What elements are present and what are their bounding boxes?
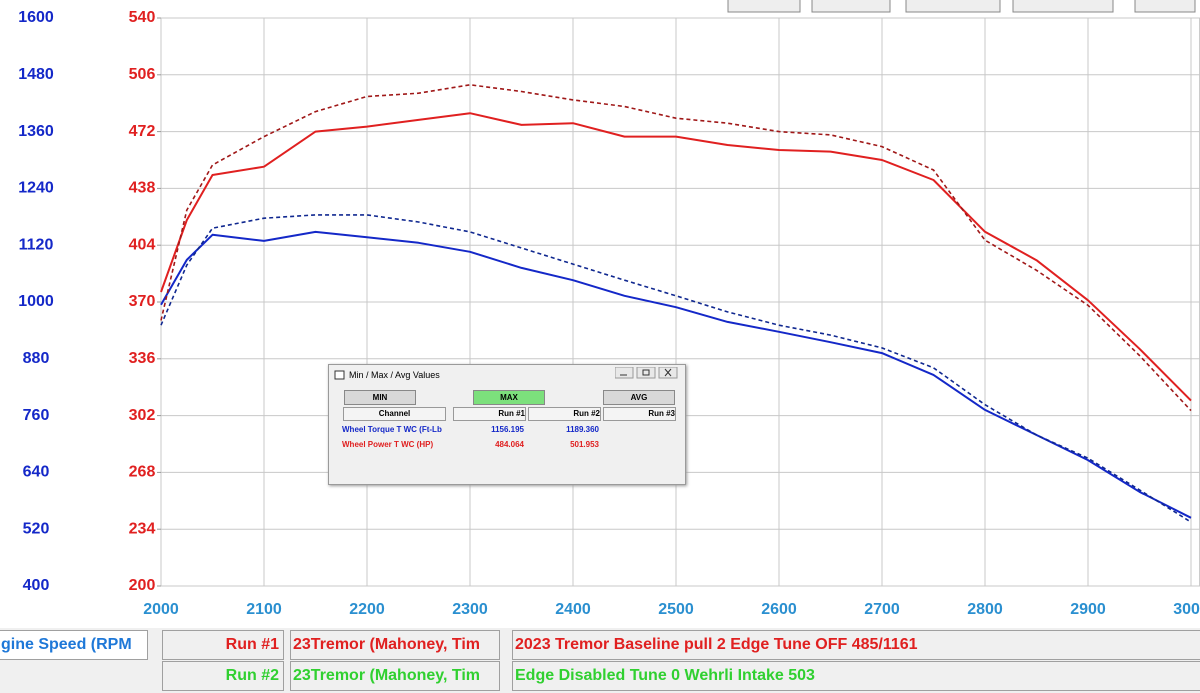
series-line — [160, 112, 1192, 402]
y2-tick-label: 200 — [129, 577, 156, 594]
y2-tick-label: 540 — [129, 9, 156, 26]
run-description: Edge Disabled Tune 0 Wehrli Intake 503 — [512, 661, 1200, 691]
min-button[interactable]: MIN — [344, 390, 416, 405]
window-controls[interactable] — [614, 366, 679, 379]
x-tick-label: 2300 — [452, 601, 488, 618]
x-tick-label: 2100 — [246, 601, 282, 618]
run-footer: gine Speed (RPM Run #1 23Tremor (Mahoney… — [0, 628, 1200, 693]
series-line — [160, 84, 1192, 412]
max-value: 501.953 — [570, 440, 599, 449]
chart: 2000 2100 2200 2300 2400 2500 2600 2700 2800 2900… — [18, 0, 1200, 618]
x-tick-label: 2000 — [143, 601, 179, 618]
channel-name: Wheel Torque T WC (Ft-Lb — [342, 425, 442, 434]
x-tick-label: 2600 — [761, 601, 797, 618]
x-tick-label: 2500 — [658, 601, 694, 618]
y-tick-label: 1000 — [18, 293, 54, 310]
max-value: 484.064 — [495, 440, 524, 449]
toolbar-button[interactable] — [811, 0, 891, 13]
column-header: Run #1 — [453, 407, 526, 421]
window-icon — [334, 370, 345, 380]
toolbar-button[interactable] — [905, 0, 1001, 13]
min-max-dialog: Min / Max / Avg Values MIN MAX AVG Chann… — [328, 364, 686, 485]
y-tick-label: 760 — [23, 407, 50, 424]
y2-tick-label: 370 — [129, 293, 156, 310]
toolbar-button[interactable] — [1134, 0, 1196, 13]
toolbar-button[interactable] — [1012, 0, 1114, 13]
x-tick-label: 2700 — [864, 601, 900, 618]
y-tick-label: 1120 — [19, 236, 54, 253]
avg-button[interactable]: AVG — [603, 390, 675, 405]
channel-name: Wheel Power T WC (HP) — [342, 440, 434, 449]
column-header: Channel — [343, 407, 446, 421]
y2-tick-label: 336 — [129, 350, 156, 367]
y-tick-label: 1360 — [18, 123, 54, 140]
run-label[interactable]: Run #2 — [162, 661, 284, 691]
y2-tick-label: 268 — [129, 464, 156, 481]
y-tick-label: 520 — [23, 520, 50, 537]
max-value: 1189.360 — [566, 425, 599, 434]
y2-tick-label: 302 — [129, 407, 156, 424]
y-tick-label: 1600 — [18, 9, 54, 26]
column-header: Run #2 — [528, 407, 601, 421]
dialog-title: Min / Max / Avg Values — [349, 370, 440, 380]
x-tick-label: 2800 — [967, 601, 1003, 618]
y-tick-label: 1480 — [18, 66, 54, 83]
run-vehicle: 23Tremor (Mahoney, Tim — [290, 630, 500, 660]
y2-tick-label: 438 — [129, 180, 156, 197]
y-tick-label: 400 — [23, 577, 50, 594]
run-vehicle: 23Tremor (Mahoney, Tim — [290, 661, 500, 691]
x-axis-label: gine Speed (RPM — [0, 630, 148, 660]
x-tick-label: 2200 — [349, 601, 385, 618]
series-line — [160, 230, 1192, 519]
max-value: 1156.195 — [491, 425, 524, 434]
run-description: 2023 Tremor Baseline pull 2 Edge Tune OF… — [512, 630, 1200, 660]
toolbar-button[interactable] — [727, 0, 801, 13]
window-controls-icons — [614, 366, 678, 379]
max-button[interactable]: MAX — [473, 390, 545, 405]
y2-tick-label: 234 — [129, 520, 156, 537]
run-label[interactable]: Run #1 — [162, 630, 284, 660]
column-header: Run #3 — [603, 407, 676, 421]
y-tick-label: 880 — [23, 350, 50, 367]
x-tick-label: 2900 — [1070, 601, 1106, 618]
y-tick-label: 1240 — [18, 180, 54, 197]
y2-tick-label: 472 — [129, 123, 156, 140]
x-tick-label: 3000 — [1173, 601, 1200, 618]
x-tick-label: 2400 — [555, 601, 591, 618]
y2-tick-label: 404 — [129, 236, 156, 253]
series-line — [160, 214, 1192, 523]
y-tick-label: 640 — [23, 464, 50, 481]
y2-tick-label: 506 — [129, 66, 156, 83]
